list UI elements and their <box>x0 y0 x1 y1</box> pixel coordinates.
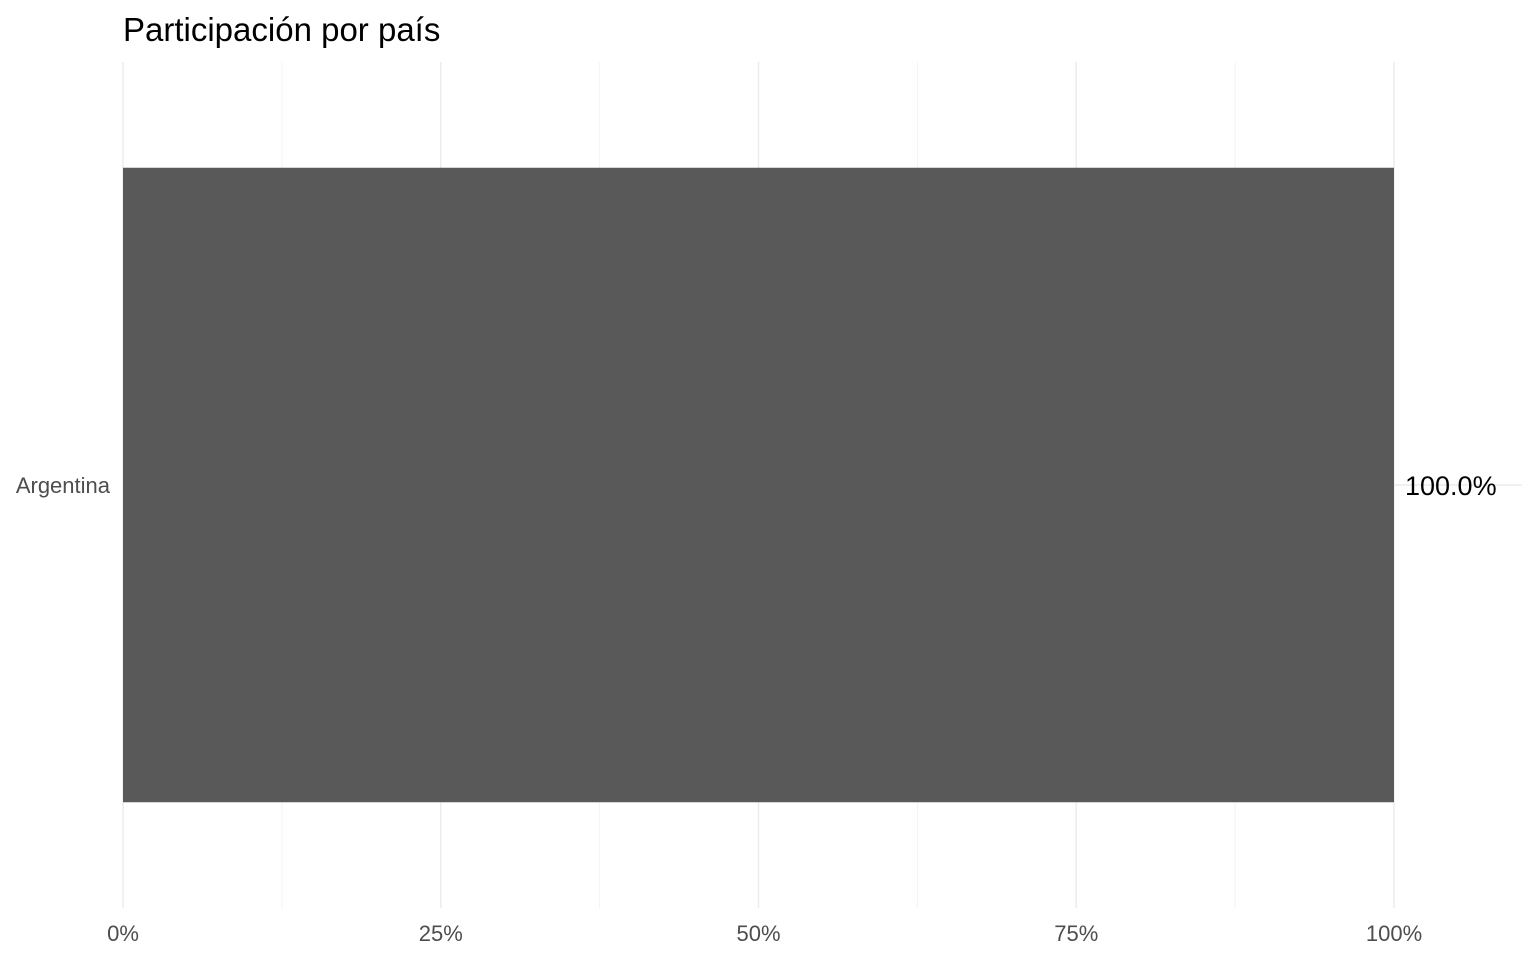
x-tick-label: 100% <box>1366 921 1422 946</box>
x-tick-label: 25% <box>419 921 463 946</box>
bar-argentina <box>123 167 1394 803</box>
x-axis-ticks: 0% 25% 50% 75% 100% <box>107 921 1422 946</box>
bars <box>123 167 1394 803</box>
x-tick-label: 50% <box>736 921 780 946</box>
x-tick-label: 0% <box>107 921 139 946</box>
y-axis-ticks: Argentina <box>16 473 111 498</box>
bar-value-label: 100.0% <box>1405 471 1497 501</box>
chart-title: Participación por país <box>123 11 440 48</box>
data-labels: 100.0% <box>1405 471 1497 501</box>
x-tick-label: 75% <box>1054 921 1098 946</box>
y-tick-label: Argentina <box>16 473 111 498</box>
